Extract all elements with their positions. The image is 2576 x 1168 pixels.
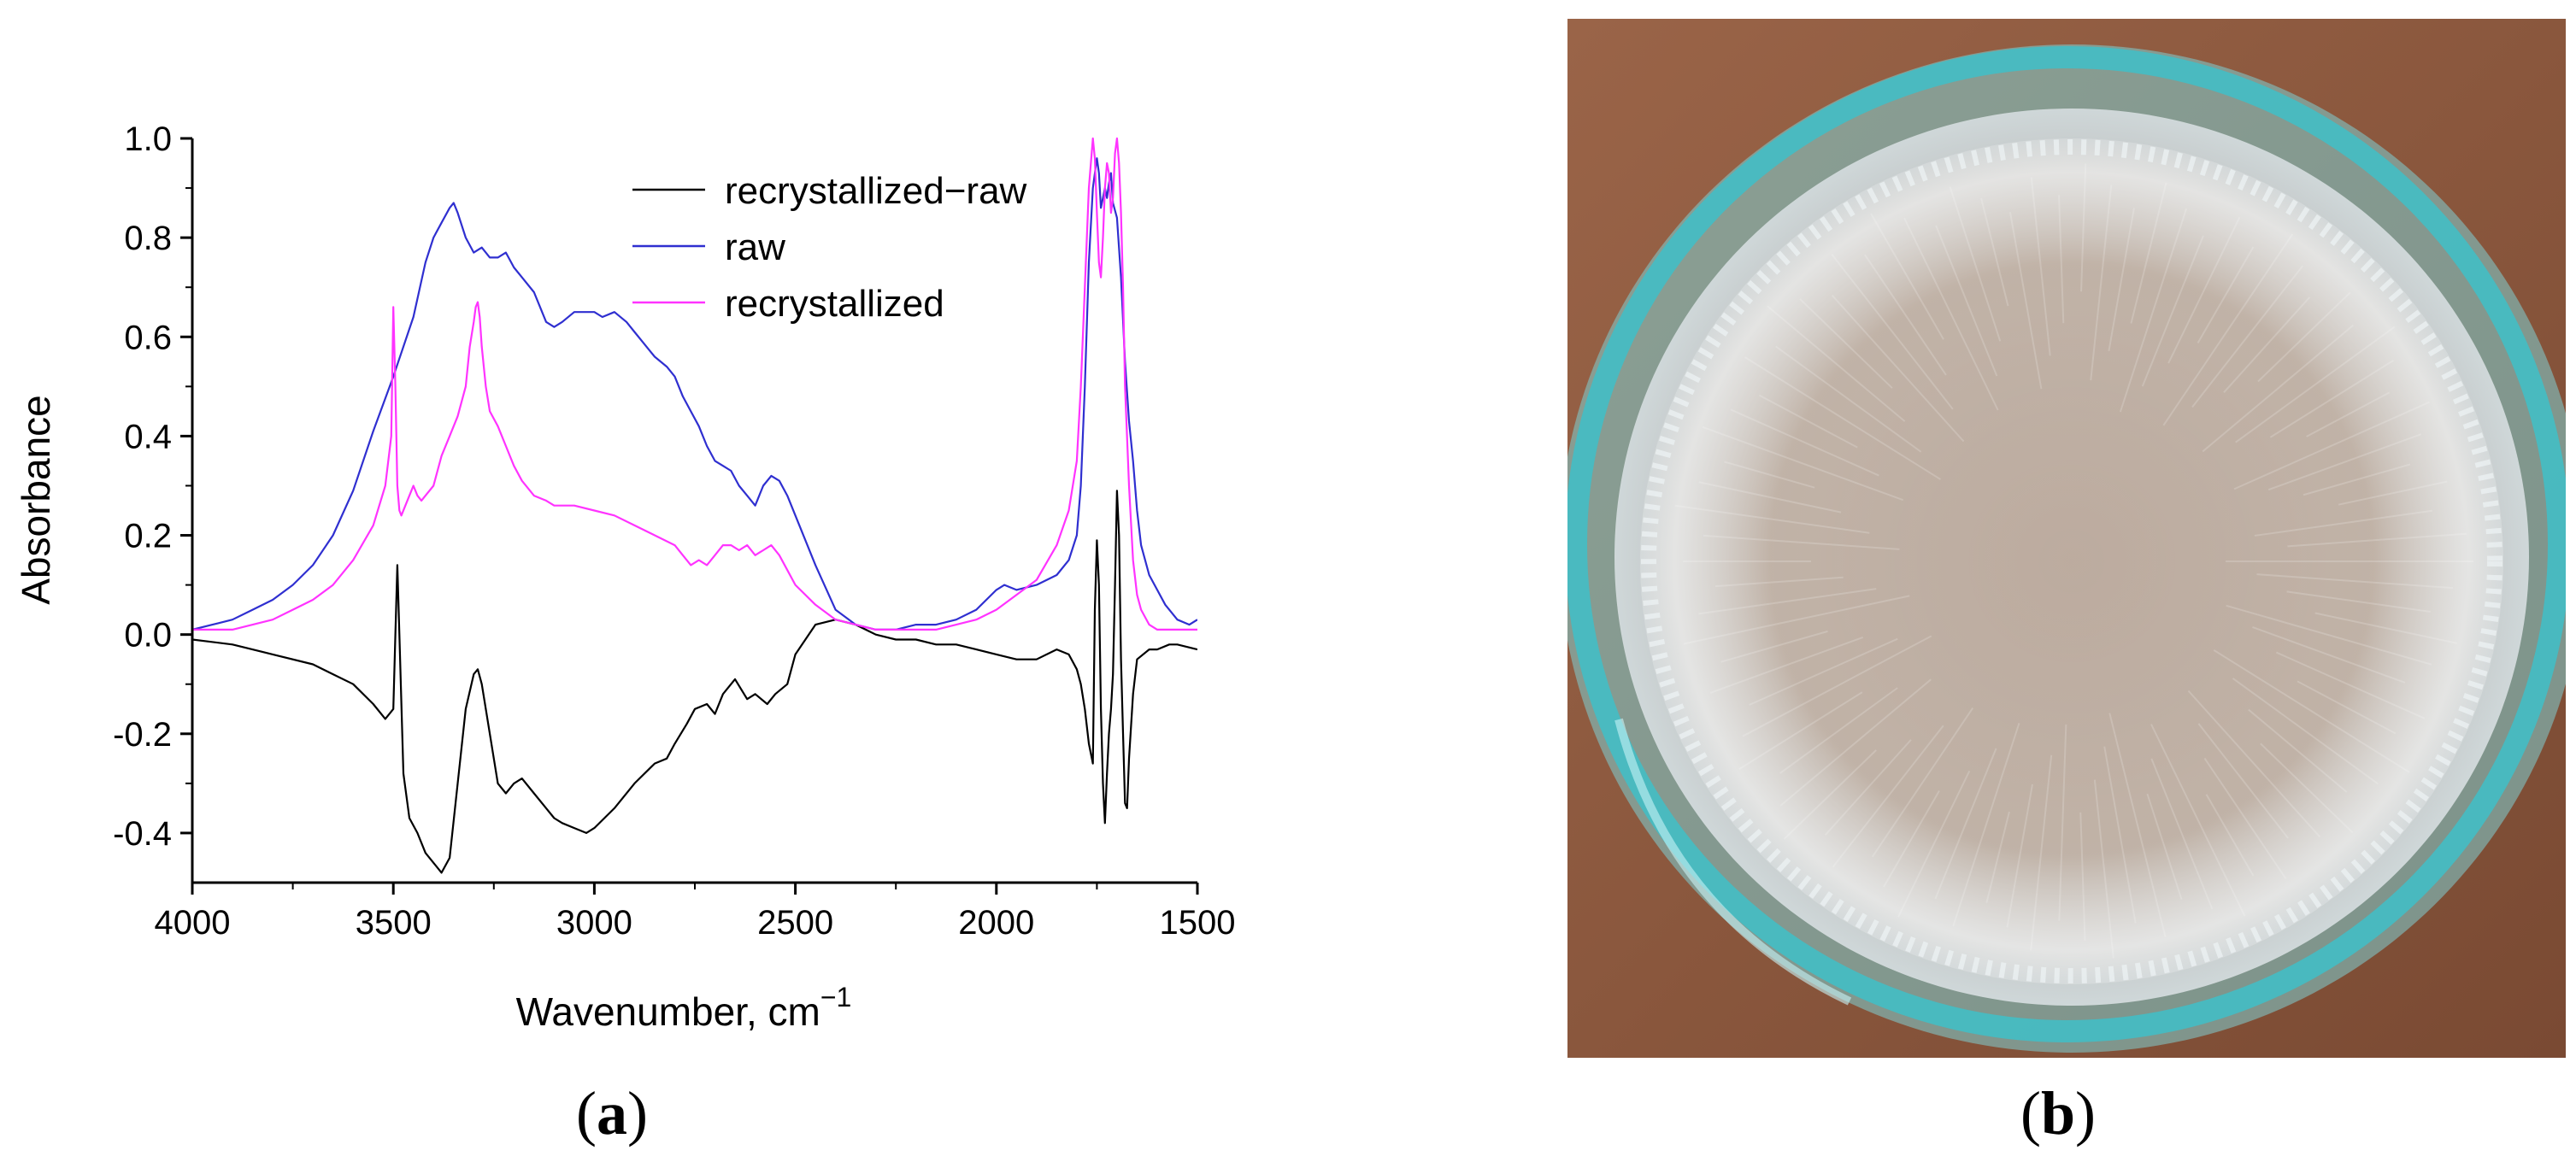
series-line-raw xyxy=(192,157,1197,631)
series-layer xyxy=(192,137,1197,874)
panel-a-letter: a xyxy=(596,1079,627,1147)
x-tick-label-3000: 3000 xyxy=(556,904,632,942)
panel-b-letter: b xyxy=(2040,1079,2076,1147)
y-tick-label-4: 0.2 xyxy=(124,518,172,555)
x-tick-label-2500: 2500 xyxy=(757,904,833,942)
crystal-edge xyxy=(1641,139,2502,983)
dish-rim xyxy=(1567,46,2566,1042)
ticks-layer: 4000 3500 3000 2500 2000 1500 1.0 0.8 0.6 0.4 0.2 0… xyxy=(113,120,1235,942)
x-axis-label: Wavenumber, cm−1 xyxy=(516,982,852,1034)
y-axis-label: Absorbance xyxy=(14,395,58,605)
y-tick-label-2: 0.6 xyxy=(124,319,172,356)
panel-b-label: (b) xyxy=(2020,1079,2097,1147)
axes-layer xyxy=(191,138,1197,884)
y-tick-label-0: 1.0 xyxy=(124,120,172,158)
y-tick-label-5: 0.0 xyxy=(124,617,172,654)
series-line-recrystallized xyxy=(192,137,1197,631)
legend-label-recrystallized: recrystallized xyxy=(725,283,944,325)
y-tick-label-1: 0.8 xyxy=(124,220,172,257)
legend: recrystallized−raw raw recrystallized xyxy=(632,170,1027,325)
y-tick-label-3: 0.4 xyxy=(124,418,172,455)
x-axis-label-text: Wavenumber, cm xyxy=(516,989,820,1034)
panel-a-label: (a) xyxy=(576,1079,648,1147)
x-tick-label-3500: 3500 xyxy=(356,904,432,942)
petri-dish-photo xyxy=(1567,19,2566,1058)
legend-label-raw: raw xyxy=(725,226,785,268)
x-tick-label-1500: 1500 xyxy=(1160,904,1236,942)
x-tick-label-2000: 2000 xyxy=(958,904,1034,942)
x-tick-label-4000: 4000 xyxy=(155,904,231,942)
panel-a: 4000 3500 3000 2500 2000 1500 1.0 0.8 0.6 0.4 0.2 0… xyxy=(14,120,1235,1147)
legend-label-recrystallized-raw: recrystallized−raw xyxy=(725,170,1027,212)
series-line-recrystallized-raw xyxy=(192,490,1197,874)
crystal-streaks xyxy=(1674,163,2473,959)
ir-spectrum-chart: 4000 3500 3000 2500 2000 1500 1.0 0.8 0.6 0.4 0.2 0… xyxy=(14,120,1235,1034)
rim-highlight xyxy=(1614,718,1852,1006)
y-tick-label-7: -0.4 xyxy=(113,815,172,853)
x-axis-label-superscript: −1 xyxy=(820,982,851,1012)
crystal-layer xyxy=(1640,138,2503,984)
y-tick-label-6: -0.2 xyxy=(113,716,172,754)
